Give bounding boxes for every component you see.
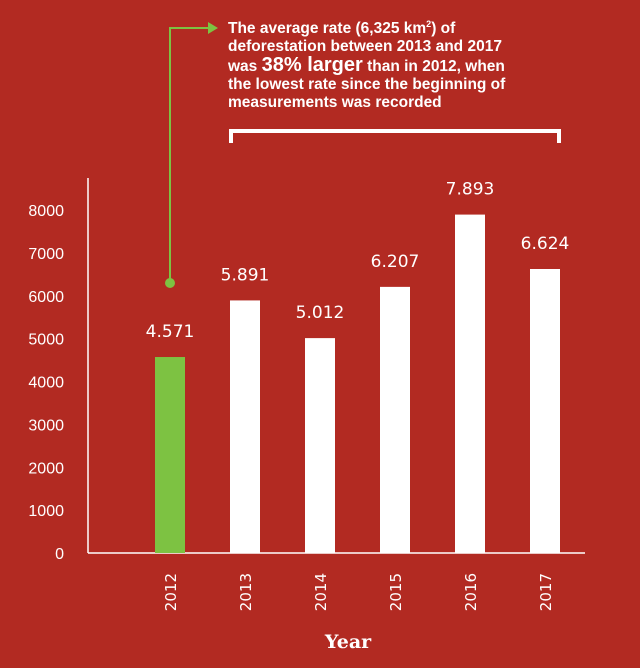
x-axis-title: Year [324, 631, 372, 653]
y-tick-label: 6000 [28, 289, 64, 306]
annotation-line-1: The average rate (6,325 km2) of [228, 18, 456, 37]
bar-value-label: 5.012 [296, 303, 345, 323]
x-tick-label: 2015 [387, 573, 405, 611]
y-tick-label: 7000 [28, 246, 64, 263]
annotation-line-5: measurements was recorded [228, 94, 442, 111]
y-tick-label: 3000 [28, 417, 64, 434]
bar [230, 300, 260, 553]
y-tick-label: 8000 [28, 203, 64, 220]
y-tick-label: 5000 [28, 332, 64, 349]
range-bracket [229, 129, 561, 143]
annotation-line-4: the lowest rate since the beginning of [228, 76, 506, 93]
bar-value-label: 5.891 [221, 265, 270, 285]
x-tick-label: 2013 [237, 573, 255, 611]
y-tick-label: 0 [55, 546, 64, 563]
bar-value-label: 7.893 [446, 180, 495, 200]
bar [530, 268, 560, 553]
y-tick-label: 2000 [28, 460, 64, 477]
y-tick-label: 1000 [28, 503, 64, 520]
chart-axes: 0 1000 2000 3000 4000 5000 6000 7000 8000 [28, 178, 585, 563]
annotation-callout [165, 22, 561, 288]
bar [455, 214, 485, 553]
annotation-text: The average rate (6,325 km2) of deforest… [228, 18, 628, 112]
x-tick-label: 2016 [462, 573, 480, 611]
bars-group: 4.571 2012 5.891 2013 5.012 2014 6.207 2015 7.89… [146, 180, 570, 612]
annotation-highlight: 38% larger [261, 54, 363, 76]
callout-connector-line [169, 27, 208, 283]
x-tick-label: 2017 [537, 573, 555, 611]
x-tick-label: 2014 [312, 573, 330, 611]
annotation-line-3: was 38% larger than in 2012, when [228, 54, 505, 76]
bar [155, 357, 185, 553]
bar-value-label: 4.571 [146, 322, 195, 342]
bar-value-label: 6.207 [371, 252, 420, 272]
y-tick-label: 4000 [28, 375, 64, 392]
x-tick-label: 2012 [162, 573, 180, 611]
bar [305, 338, 335, 553]
annotation-line-2: deforestation between 2013 and 2017 [228, 38, 502, 55]
arrow-head-icon [208, 22, 218, 34]
bar-value-label: 6.624 [521, 234, 570, 254]
bar [380, 286, 410, 553]
